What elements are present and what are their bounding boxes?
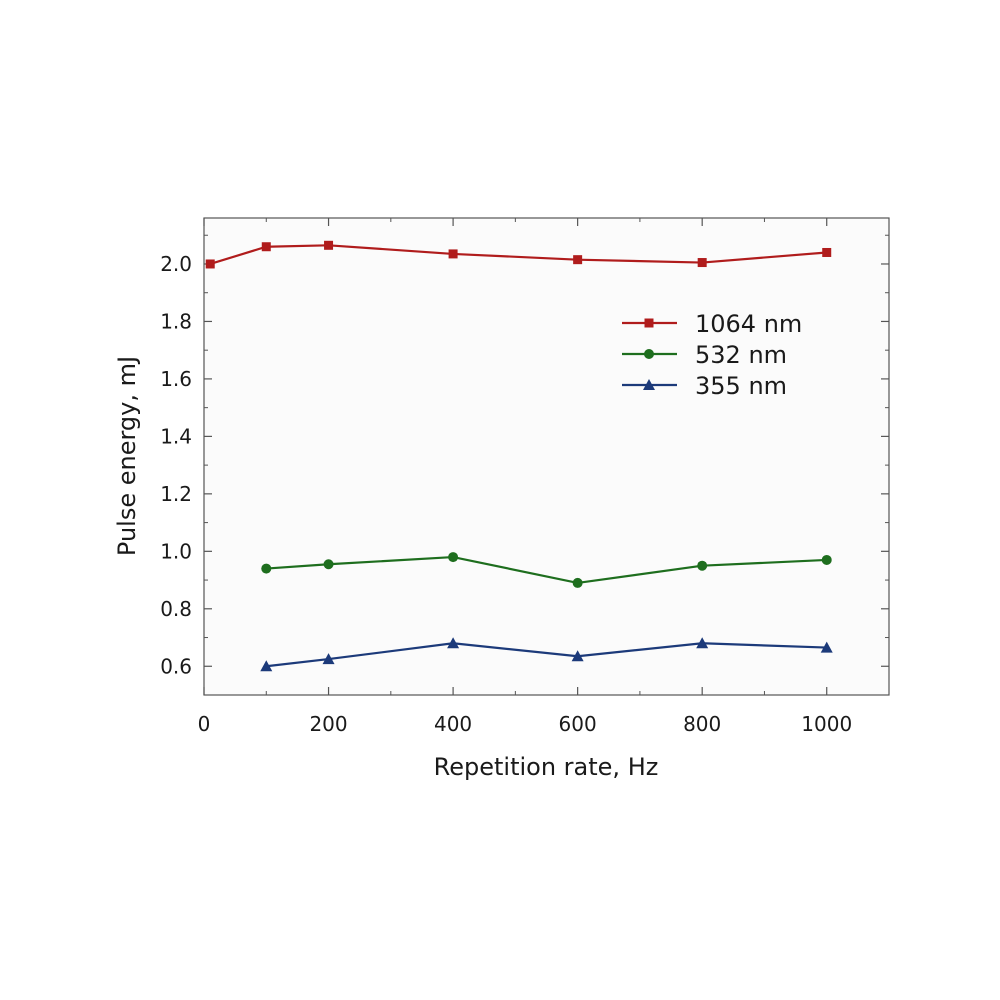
y-tick-label: 0.8 [160,597,192,621]
series-532-nm [261,552,832,588]
data-point-532-nm [697,560,708,571]
x-tick-label: 400 [434,712,472,736]
y-tick-labels: 0.6 0.8 1.0 1.2 1.4 1.6 1.8 2.0 [160,252,192,678]
legend: 1064 nm 532 nm 355 nm [622,310,802,400]
data-point-532-nm [261,563,272,574]
data-point-1064-nm [261,242,271,252]
axis-ticks [203,218,889,696]
data-point-1064-nm [822,247,832,257]
data-point-1064-nm [324,240,334,250]
y-tick-label: 1.4 [160,424,192,448]
series-1064-nm [205,240,832,269]
legend-marker [644,318,654,328]
x-axis-title: Repetition rate, Hz [434,753,659,781]
data-point-532-nm [323,559,334,570]
data-point-355-nm [322,653,335,665]
data-point-1064-nm [448,249,458,259]
x-tick-labels: 0 200 400 600 800 1000 [198,712,853,736]
y-tick-label: 0.6 [160,654,192,678]
x-tick-label: 1000 [801,712,852,736]
series-355-nm [260,637,833,672]
series-layer [205,240,833,672]
data-point-1064-nm [697,258,707,268]
data-point-355-nm [820,641,833,653]
y-tick-label: 1.0 [160,539,192,563]
data-point-532-nm [448,552,459,563]
legend-item-1064-nm: 1064 nm [622,310,802,338]
data-point-532-nm [821,554,832,565]
y-axis-title: Pulse energy, mJ [113,356,141,556]
x-tick-label: 600 [559,712,597,736]
legend-item-532-nm: 532 nm [622,341,787,369]
data-point-355-nm [696,637,709,649]
y-tick-label: 2.0 [160,252,192,276]
legend-label: 355 nm [695,372,787,400]
x-tick-label: 0 [198,712,211,736]
data-point-1064-nm [205,259,215,269]
legend-item-355-nm: 355 nm [622,372,787,400]
y-tick-label: 1.6 [160,367,192,391]
data-point-355-nm [260,660,273,672]
legend-marker [644,349,654,359]
legend-label: 1064 nm [695,310,802,338]
legend-marker [643,379,655,390]
y-tick-label: 1.2 [160,482,192,506]
x-tick-label: 200 [309,712,347,736]
series-line-355-nm [266,642,827,668]
data-point-532-nm [572,577,583,588]
data-point-1064-nm [573,255,583,265]
x-tick-label: 800 [683,712,721,736]
series-line-532-nm [266,555,827,585]
data-point-355-nm [447,637,460,649]
plot-area [203,217,890,696]
data-point-355-nm [571,650,584,662]
y-tick-label: 1.8 [160,309,192,333]
legend-label: 532 nm [695,341,787,369]
